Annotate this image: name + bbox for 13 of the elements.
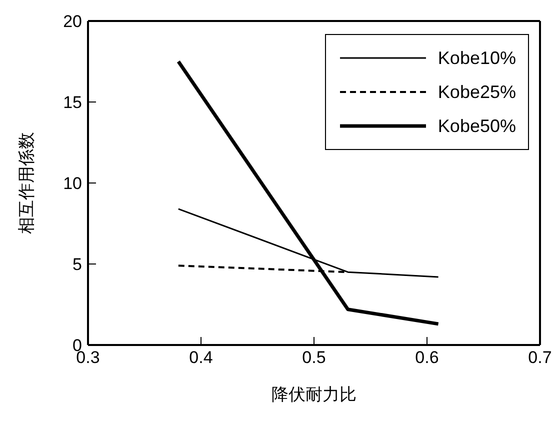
x-axis-title: 降伏耐力比	[272, 385, 356, 404]
y-tick-label: 20	[63, 12, 82, 32]
x-tick-label: 0.4	[189, 348, 213, 368]
legend-label: Kobe10%	[438, 48, 516, 68]
legend-label: Kobe50%	[438, 116, 516, 136]
x-tick-label: 0.7	[528, 348, 552, 368]
x-tick-label: 0.6	[415, 348, 439, 368]
y-tick-label: 15	[63, 93, 82, 112]
x-tick-label: 0.5	[302, 348, 326, 368]
legend-label: Kobe25%	[438, 82, 516, 102]
y-tick-label: 10	[63, 174, 82, 194]
y-tick-label: 5	[72, 255, 82, 274]
y-axis-title: 相互作用係数	[17, 132, 36, 234]
